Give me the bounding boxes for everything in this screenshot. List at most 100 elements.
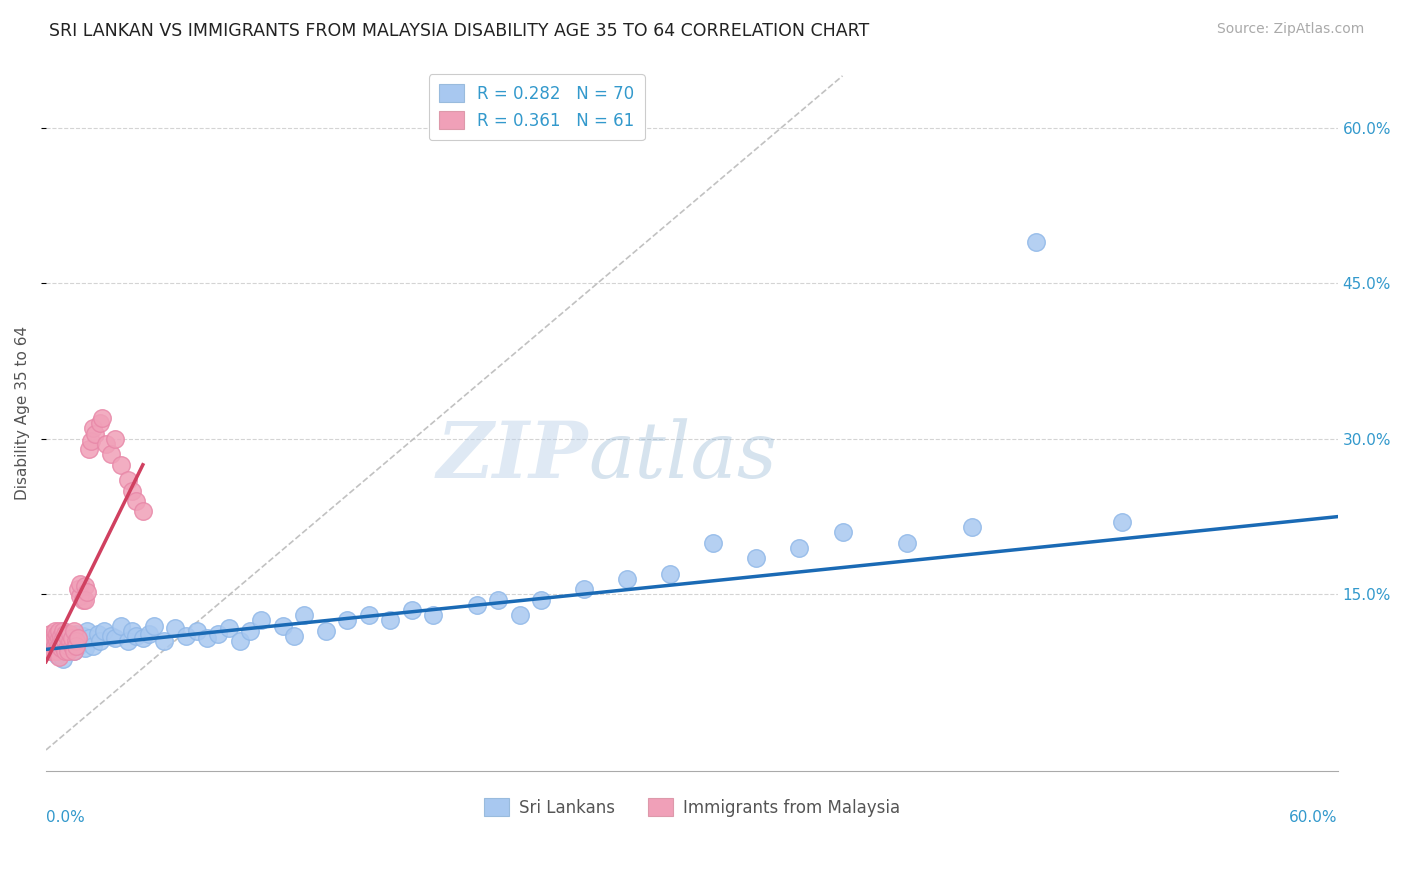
Point [52, 631, 75, 645]
Point [100, 629, 122, 643]
Point [76, 624, 98, 638]
Point [104, 432, 127, 446]
Point [616, 572, 638, 586]
Point [45, 641, 67, 656]
Point [121, 624, 143, 638]
Point [77, 631, 100, 645]
Legend: Sri Lankans, Immigrants from Malaysia: Sri Lankans, Immigrants from Malaysia [477, 791, 907, 823]
Point [530, 592, 553, 607]
Point [357, 608, 380, 623]
Point [56, 627, 79, 641]
Point [186, 624, 208, 638]
Point [84, 426, 107, 441]
Point [65, 627, 87, 641]
Point [82, 421, 104, 435]
Point [132, 504, 155, 518]
Point [63, 644, 86, 658]
Point [315, 624, 337, 638]
Point [93, 624, 115, 638]
Point [110, 618, 132, 632]
Point [39, 631, 62, 645]
Text: Source: ZipAtlas.com: Source: ZipAtlas.com [1216, 22, 1364, 37]
Point [45, 627, 67, 641]
Point [44, 640, 66, 654]
Point [77, 442, 100, 457]
Point [72, 629, 94, 643]
Point [572, 582, 595, 597]
Point [100, 447, 122, 461]
Point [67, 640, 90, 654]
Point [125, 629, 148, 643]
Text: 60.0%: 60.0% [1289, 810, 1337, 825]
Point [659, 566, 682, 581]
Point [45, 631, 67, 645]
Point [86, 627, 108, 641]
Point [218, 621, 240, 635]
Point [45, 634, 67, 648]
Point [896, 535, 918, 549]
Point [53, 634, 76, 648]
Point [89, 634, 111, 648]
Point [63, 624, 86, 638]
Point [250, 613, 273, 627]
Point [960, 520, 983, 534]
Point [789, 541, 811, 555]
Point [89, 417, 111, 431]
Point [56, 644, 79, 658]
Point [56, 631, 79, 645]
Point [67, 582, 90, 597]
Point [53, 634, 76, 648]
Point [142, 618, 165, 632]
Point [228, 634, 250, 648]
Point [283, 629, 305, 643]
Point [65, 634, 87, 648]
Text: 0.0%: 0.0% [46, 810, 84, 825]
Point [96, 437, 118, 451]
Point [91, 411, 114, 425]
Point [125, 494, 148, 508]
Point [39, 627, 62, 641]
Point [49, 636, 72, 650]
Point [72, 592, 94, 607]
Point [59, 634, 82, 648]
Point [76, 585, 98, 599]
Point [56, 640, 79, 654]
Point [239, 624, 262, 638]
Point [165, 621, 187, 635]
Point [1111, 515, 1133, 529]
Point [44, 629, 66, 643]
Point [48, 631, 70, 645]
Point [80, 434, 103, 448]
Point [53, 627, 76, 641]
Point [69, 590, 91, 604]
Point [59, 640, 82, 654]
Point [292, 608, 315, 623]
Point [41, 631, 63, 645]
Point [48, 629, 70, 643]
Text: ZIP: ZIP [437, 417, 589, 494]
Text: SRI LANKAN VS IMMIGRANTS FROM MALAYSIA DISABILITY AGE 35 TO 64 CORRELATION CHART: SRI LANKAN VS IMMIGRANTS FROM MALAYSIA D… [49, 22, 869, 40]
Point [60, 631, 83, 645]
Point [104, 631, 127, 645]
Point [380, 613, 402, 627]
Point [60, 631, 83, 645]
Point [67, 631, 90, 645]
Point [59, 627, 82, 641]
Point [486, 592, 509, 607]
Point [336, 613, 359, 627]
Point [37, 644, 59, 658]
Point [41, 644, 63, 658]
Point [117, 634, 139, 648]
Point [48, 649, 70, 664]
Point [401, 603, 423, 617]
Point [73, 592, 96, 607]
Point [44, 634, 66, 648]
Point [138, 627, 160, 641]
Point [45, 644, 67, 658]
Point [174, 629, 197, 643]
Point [45, 648, 67, 662]
Point [110, 458, 132, 472]
Point [48, 640, 70, 654]
Point [52, 624, 75, 638]
Point [53, 644, 76, 658]
